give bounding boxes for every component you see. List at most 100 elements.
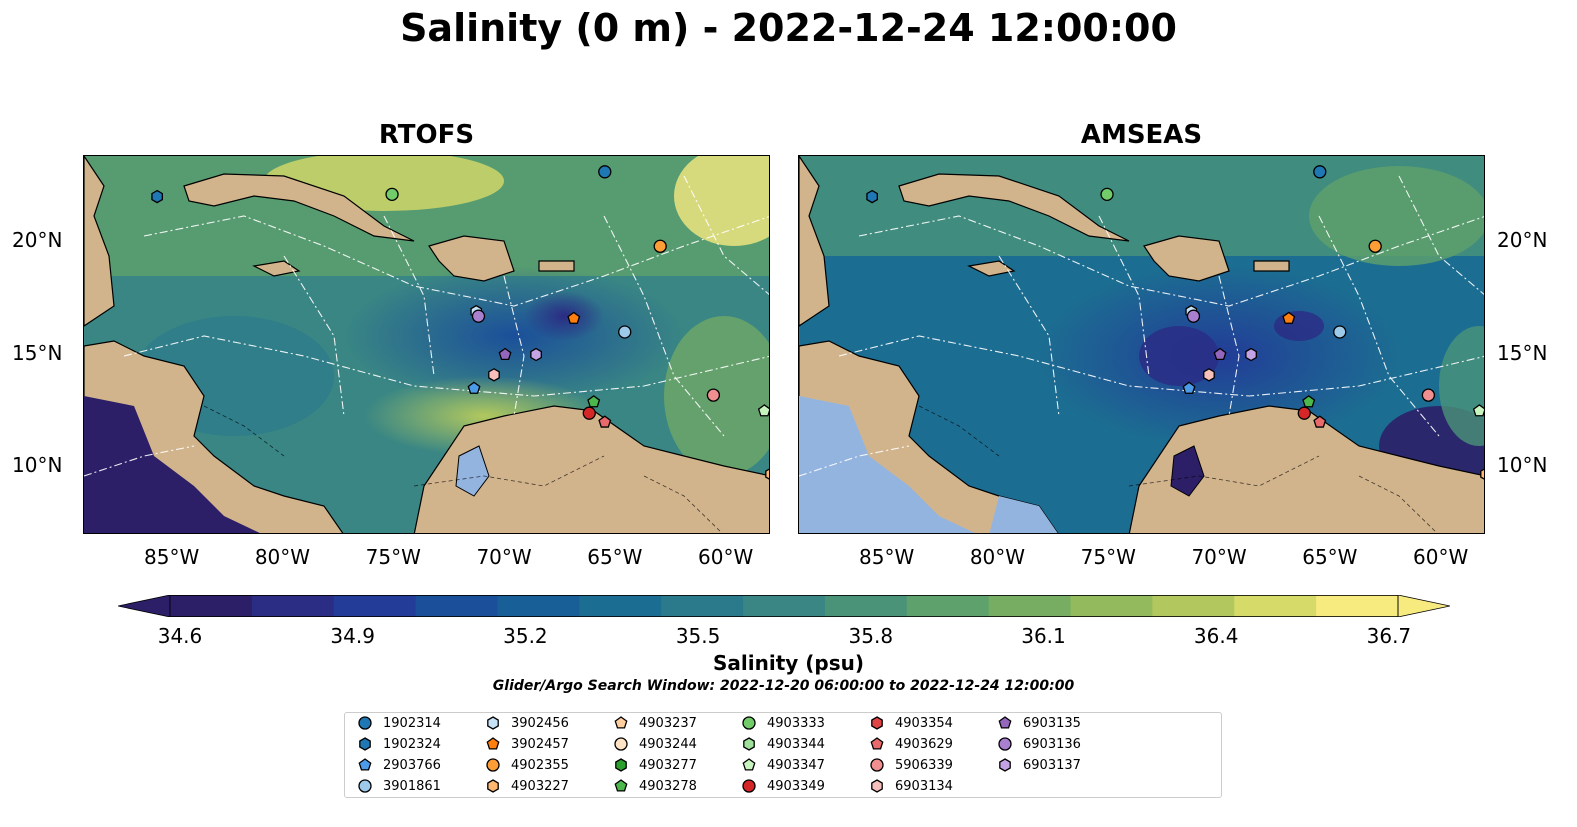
platform-marker-2903766 <box>1182 381 1196 394</box>
platform-marker-6903135 <box>498 347 512 361</box>
circle-marker-icon <box>614 737 628 751</box>
legend-label: 6903136 <box>1023 736 1081 752</box>
platform-marker-1902324 <box>866 189 878 204</box>
legend-label: 4903347 <box>767 757 825 773</box>
colorbar-tick-label: 36.4 <box>1193 624 1239 648</box>
platform-marker-1902314 <box>1313 165 1327 179</box>
colorbar-segment <box>415 595 498 617</box>
colorbar-segment <box>906 595 990 617</box>
circle-marker-icon <box>358 779 372 793</box>
platform-marker-4903278 <box>587 395 601 408</box>
lon-tick-label: 80°W <box>254 545 311 569</box>
legend-item: 6903137 <box>997 757 1081 773</box>
platform-marker-2903766 <box>467 381 481 394</box>
hexagon-marker-icon <box>743 737 755 751</box>
platform-marker-6903134 <box>488 368 500 382</box>
colorbar-segment <box>170 595 253 617</box>
legend-label: 4903244 <box>639 736 697 752</box>
colorbar-segment <box>1070 595 1153 617</box>
platform-marker-4903347 <box>757 404 769 417</box>
colorbar-tick-label: 36.1 <box>1021 624 1066 648</box>
hexagon-marker-icon <box>487 779 499 793</box>
platform-marker-6903137 <box>530 347 542 362</box>
legend-label: 6903134 <box>895 778 953 794</box>
legend-label: 4902355 <box>511 757 569 773</box>
platform-marker-5906339 <box>1421 388 1436 402</box>
legend-item: 2903766 <box>357 757 441 773</box>
figure-title: Salinity (0 m) - 2022-12-24 12:00:00 <box>400 6 1177 50</box>
rtofs-salinity-map <box>83 155 770 534</box>
hexagon-marker-icon <box>615 758 627 772</box>
pentagon-marker-icon <box>614 779 628 792</box>
platform-marker-1902324 <box>151 189 163 204</box>
lon-tick-label: 70°W <box>476 545 532 569</box>
legend-item: 5906339 <box>869 757 953 773</box>
colorbar <box>117 594 1451 618</box>
legend-label: 3902457 <box>511 736 569 752</box>
colorbar-extend-high <box>1397 594 1451 618</box>
panel-title-rtofs: RTOFS <box>378 120 475 150</box>
colorbar-segment <box>824 595 908 617</box>
circle-marker-icon <box>486 758 500 772</box>
lat-tick-label-left: 20°N <box>12 227 63 252</box>
colorbar-segment <box>1316 595 1399 617</box>
lon-tick-label: 85°W <box>144 545 200 569</box>
legend-item: 4903278 <box>613 778 697 794</box>
circle-marker-icon <box>742 716 756 730</box>
legend-label: 5906339 <box>895 757 953 773</box>
legend-label: 1902324 <box>383 736 441 752</box>
legend-label: 4903354 <box>895 715 953 731</box>
hexagon-marker-icon <box>871 779 883 793</box>
legend-label: 4903629 <box>895 736 953 752</box>
legend-label: 2903766 <box>383 757 441 773</box>
platform-marker-5906339 <box>706 388 721 402</box>
legend-label: 4903237 <box>639 715 697 731</box>
circle-marker-icon <box>742 779 756 793</box>
platform-marker-3901861 <box>1333 325 1347 339</box>
legend-item: 3902456 <box>485 715 569 731</box>
platform-marker-4903333 <box>385 187 399 202</box>
platform-marker-4902355 <box>1368 239 1382 253</box>
platform-marker-4903347 <box>1472 404 1484 417</box>
platform-marker-3902457 <box>567 311 581 324</box>
platform-marker-4903227 <box>765 468 769 480</box>
legend-item: 4903629 <box>869 736 953 752</box>
lon-tick-label: 85°W <box>859 545 915 569</box>
platform-marker-3902457 <box>1282 311 1296 324</box>
colorbar-segment <box>251 595 335 617</box>
lon-tick-label: 75°W <box>365 545 421 569</box>
amseas-salinity-map <box>798 155 1485 534</box>
legend-item: 4903347 <box>741 757 825 773</box>
legend-item: 4902355 <box>485 757 569 773</box>
legend-item: 1902314 <box>357 715 441 731</box>
platform-marker-1902314 <box>598 165 612 179</box>
platform-marker-4903278 <box>1302 395 1316 408</box>
legend-item: 3902457 <box>485 736 569 752</box>
legend-label: 4903344 <box>767 736 825 752</box>
legend-item: 4903277 <box>613 757 697 773</box>
search-window-caption: Glider/Argo Search Window: 2022-12-20 06… <box>492 678 1075 694</box>
platform-marker-4903349 <box>1297 406 1311 420</box>
lon-tick-label: 60°W <box>1413 545 1469 569</box>
legend-label: 6903137 <box>1023 757 1081 773</box>
legend-label: 4903278 <box>639 778 697 794</box>
colorbar-segment <box>988 595 1072 617</box>
lon-tick-label: 65°W <box>1302 545 1358 569</box>
lat-tick-label-right: 10°N <box>1497 453 1548 478</box>
legend-item: 6903136 <box>997 736 1081 752</box>
platform-marker-6903136 <box>471 309 486 323</box>
legend-item: 1902324 <box>357 736 441 752</box>
hexagon-marker-icon <box>359 737 371 751</box>
colorbar-tick-label: 35.5 <box>675 624 721 648</box>
colorbar-segment <box>1234 595 1317 617</box>
pentagon-marker-icon <box>358 758 372 771</box>
panel-title-amseas: AMSEAS <box>1080 120 1203 150</box>
lat-tick-label-left: 10°N <box>12 453 63 478</box>
circle-marker-icon <box>998 737 1012 751</box>
platform-marker-6903136 <box>1186 309 1201 323</box>
legend-item: 4903333 <box>741 715 825 731</box>
legend-label: 4903349 <box>767 778 825 794</box>
pentagon-marker-icon <box>486 737 500 750</box>
pentagon-marker-icon <box>614 716 628 729</box>
legend-item: 4903237 <box>613 715 697 731</box>
